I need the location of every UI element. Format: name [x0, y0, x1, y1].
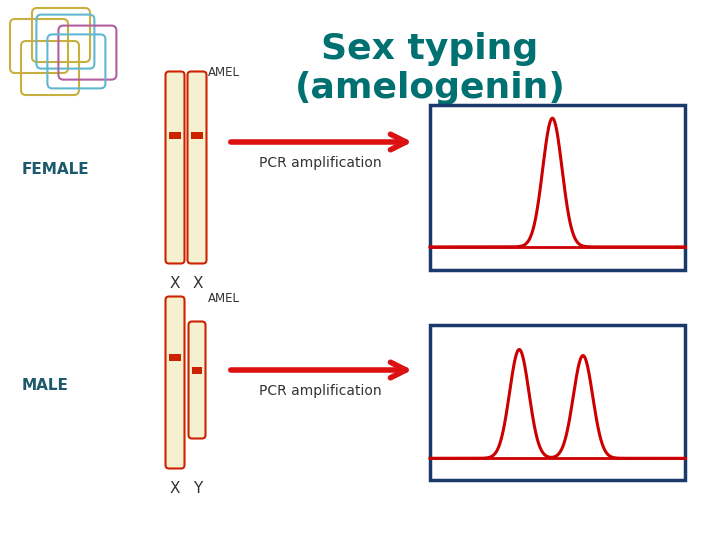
Text: X: X [514, 457, 524, 472]
Bar [169, 132, 181, 138]
Bar [169, 354, 181, 361]
FancyBboxPatch shape [187, 71, 207, 264]
Text: Y: Y [194, 481, 202, 496]
Text: MALE: MALE [22, 377, 69, 393]
Bar [192, 367, 202, 374]
Text: PCR amplification: PCR amplification [258, 156, 382, 170]
Text: AMEL: AMEL [208, 66, 240, 79]
FancyBboxPatch shape [166, 71, 184, 264]
Text: Y: Y [578, 457, 588, 472]
Text: FEMALE: FEMALE [22, 163, 89, 178]
FancyBboxPatch shape [189, 321, 205, 438]
Text: X: X [170, 481, 180, 496]
Bar [191, 132, 203, 138]
Text: AMEL: AMEL [208, 292, 240, 305]
Bar [430, 325, 685, 480]
FancyBboxPatch shape [166, 296, 184, 469]
Bar [430, 105, 685, 270]
Text: Sex typing
(amelogenin): Sex typing (amelogenin) [294, 32, 565, 105]
Text: PCR amplification: PCR amplification [258, 384, 382, 398]
Text: X: X [547, 247, 558, 262]
Text: X: X [193, 276, 203, 291]
Text: X: X [170, 276, 180, 291]
